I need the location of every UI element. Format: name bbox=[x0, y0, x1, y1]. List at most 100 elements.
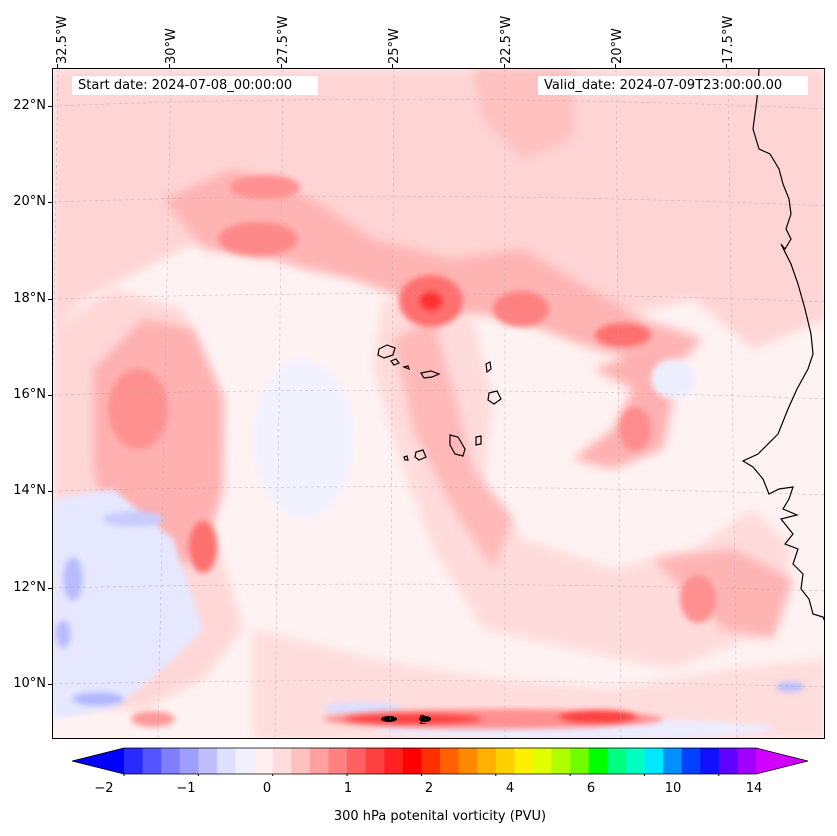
parallel-10n bbox=[53, 680, 824, 688]
pv-negative-southwest bbox=[53, 489, 203, 719]
valid-date-label: Valid_date: 2024-07-09T23:00:00.00 bbox=[538, 76, 808, 95]
colorbar-cell bbox=[514, 748, 534, 774]
pv-negative-central bbox=[253, 359, 353, 519]
tick-left-22n bbox=[48, 106, 52, 107]
tick-left-10n bbox=[48, 684, 52, 685]
colorbar-tick-label-1: 1 bbox=[343, 781, 353, 796]
colorbar-cell bbox=[458, 748, 478, 774]
tick-left-12n bbox=[48, 588, 52, 589]
island-santo-antao bbox=[377, 344, 396, 359]
colorbar-ticks bbox=[123, 774, 720, 776]
lat-label-16n: 16°N bbox=[13, 387, 46, 402]
pv-streak-mid bbox=[343, 713, 483, 725]
pv-streak-core bbox=[381, 716, 397, 722]
pv-core-north-a bbox=[230, 175, 300, 199]
pv-core-east-arc bbox=[619, 407, 651, 451]
lon-label-32-5w: 32.5°W bbox=[55, 15, 70, 64]
lon-label-20w: 20°W bbox=[610, 28, 625, 64]
colorbar-cell bbox=[328, 748, 348, 774]
island-santa-luzia bbox=[402, 365, 410, 371]
colorbar-cell bbox=[440, 748, 460, 774]
colorbar-cell bbox=[700, 748, 720, 774]
parallel-12n bbox=[53, 583, 824, 592]
colorbar-cell bbox=[216, 748, 237, 774]
lon-label-30w: 30°W bbox=[164, 28, 179, 64]
pv-band-north-ridge bbox=[163, 169, 703, 369]
colorbar-cell bbox=[477, 748, 497, 774]
meridian-25w bbox=[389, 69, 395, 738]
colorbar-cell bbox=[402, 748, 422, 774]
tick-left-16n bbox=[48, 395, 52, 396]
colorbar-cell bbox=[291, 748, 311, 774]
colorbar-tick-label-0: 0 bbox=[262, 781, 272, 796]
tick-left-18n bbox=[48, 299, 52, 300]
cape-verde-islands bbox=[377, 344, 502, 461]
colorbar-cell bbox=[161, 748, 181, 774]
tick-top-25w bbox=[392, 64, 393, 68]
pv-core-north-b bbox=[218, 222, 298, 256]
island-boa-vista bbox=[487, 390, 502, 405]
pv-core-south-west bbox=[131, 711, 175, 727]
parallel-16n bbox=[53, 390, 824, 400]
island-santiago bbox=[449, 434, 466, 457]
colorbar-extend-max bbox=[756, 748, 808, 774]
pv-core-center-c bbox=[493, 291, 549, 327]
tick-top-22-5w bbox=[504, 64, 505, 68]
pv-streak-core-2 bbox=[419, 716, 431, 722]
meridian-20w bbox=[615, 69, 622, 738]
colorbar-cell bbox=[124, 748, 144, 774]
colorbar-cell bbox=[347, 748, 367, 774]
start-date-label: Start date: 2024-07-08_00:00:00 bbox=[72, 76, 318, 95]
tick-top-30w bbox=[169, 64, 170, 68]
parallel-14n bbox=[53, 486, 824, 496]
lat-label-18n: 18°N bbox=[13, 291, 46, 306]
colorbar-cell bbox=[272, 748, 292, 774]
pv-negative-south-a bbox=[72, 692, 124, 706]
meridian-17-5w bbox=[727, 69, 738, 738]
colorbar-cell bbox=[588, 748, 608, 774]
colorbar-tick-label-6: 6 bbox=[586, 781, 596, 796]
island-sao-nicolau bbox=[420, 370, 441, 379]
colorbar-cells bbox=[72, 747, 809, 775]
colorbar-tick-label-4: 4 bbox=[505, 781, 515, 796]
colorbar bbox=[72, 747, 809, 776]
map-area[interactable]: 2 bbox=[52, 68, 825, 739]
lat-label-10n: 10°N bbox=[13, 676, 46, 691]
lon-label-17-5w: 17.5°W bbox=[721, 15, 736, 64]
colorbar-title: 300 hPa potenital vorticity (PVU) bbox=[333, 809, 547, 824]
colorbar-cell bbox=[235, 748, 255, 774]
colorbar-cell bbox=[718, 748, 738, 774]
tick-top-17-5w bbox=[726, 64, 727, 68]
pv-negative-west-c bbox=[103, 511, 163, 527]
pv-band-center bbox=[393, 319, 513, 569]
colorbar-cell bbox=[421, 748, 441, 774]
colorbar-cell bbox=[570, 748, 590, 774]
pv-band-southeast bbox=[653, 549, 793, 639]
island-fogo bbox=[414, 449, 427, 461]
colorbar-tick-label-neg2: −2 bbox=[94, 781, 114, 796]
pv-core-west-b bbox=[189, 521, 217, 573]
colorbar-tick-label-neg1: −1 bbox=[176, 781, 196, 796]
pv-streak-east bbox=[558, 710, 638, 724]
pv-field-light-north bbox=[53, 69, 824, 349]
colorbar-cell bbox=[495, 748, 515, 774]
west-africa-coastline bbox=[741, 69, 824, 621]
tick-top-20w bbox=[615, 64, 616, 68]
colorbar-cell bbox=[179, 748, 199, 774]
tick-top-32-5w bbox=[57, 64, 58, 68]
tick-top-27-5w bbox=[281, 64, 282, 68]
lat-label-20n: 20°N bbox=[13, 194, 46, 209]
tick-left-14n bbox=[48, 491, 52, 492]
colorbar-cell bbox=[663, 748, 683, 774]
colorbar-cell bbox=[309, 748, 329, 774]
pv-contour-map: 2 bbox=[53, 69, 824, 738]
pv-negative-west-b bbox=[55, 620, 71, 648]
colorbar-cell bbox=[384, 748, 404, 774]
lat-label-12n: 12°N bbox=[13, 580, 46, 595]
colorbar-tick-label-14: 14 bbox=[745, 781, 763, 796]
pv-core-center-b bbox=[419, 291, 443, 311]
island-sao-vicente bbox=[390, 358, 400, 366]
pv-negative-east-a bbox=[776, 682, 804, 692]
colorbar-cell bbox=[681, 748, 701, 774]
colorbar-cell bbox=[644, 748, 664, 774]
